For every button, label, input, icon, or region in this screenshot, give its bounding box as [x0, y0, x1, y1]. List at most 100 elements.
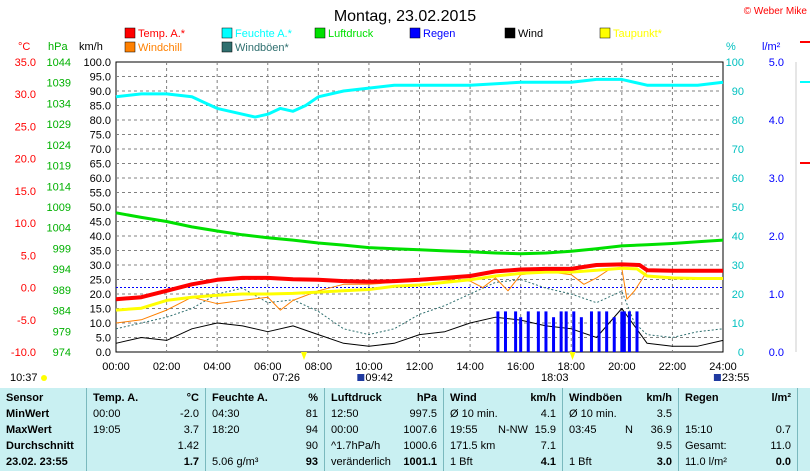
rain-bar	[635, 311, 639, 352]
wind-tick-label: 90.0	[90, 86, 111, 98]
chart-title: Montag, 23.02.2015	[334, 8, 476, 25]
humidity-tick-label: 30	[732, 260, 744, 272]
humidity-min-time: 04:30	[212, 408, 240, 420]
rain-bar	[605, 311, 609, 352]
gust-min-note: Ø 10 min.	[569, 408, 617, 420]
daylength-label: 10:37	[10, 372, 38, 384]
rain-bar	[589, 311, 593, 352]
temp-tick-label: 5.0	[21, 250, 36, 262]
wind-tick-label: 80.0	[90, 115, 111, 127]
pressure-max-value: 1007.6	[403, 424, 437, 436]
sunset-label: 18:03	[541, 372, 569, 384]
legend: Temp. A.* Feuchte A.* Luftdruck Regen Wind Ta…	[124, 27, 663, 54]
legend-label: Wind	[518, 28, 543, 40]
time-tick-label: 06:00	[254, 361, 282, 373]
humidity-min-value: 81	[305, 408, 318, 420]
temp-max-value: 3.7	[183, 424, 199, 436]
gust-beaufort-note: 1 Bft	[569, 456, 592, 468]
rain-current-value: 0.0	[775, 456, 791, 468]
rain-bar	[622, 311, 626, 352]
wind-tick-label: 0.0	[96, 347, 111, 359]
humidity-max-value: 94	[305, 424, 318, 436]
wind-beaufort-note: 1 Bft	[450, 456, 473, 468]
time-tick-label: 08:00	[305, 361, 333, 373]
temp-unit-label: °C	[18, 41, 30, 53]
pressure-tick-label: 1034	[47, 98, 71, 110]
legend-label: Temp. A.*	[138, 28, 186, 40]
temp-current-value: 1.7	[183, 456, 199, 468]
rain-total-note: 11.0 l/m²	[685, 456, 727, 468]
grid	[116, 62, 723, 352]
sunrise-label: 07:26	[272, 372, 300, 384]
series-line-feuchtea	[115, 77, 724, 119]
wind-tick-label: 55.0	[90, 188, 111, 200]
series-line-tempa	[115, 262, 723, 302]
sensor-row-max: MaxWert	[6, 424, 52, 436]
wind-tick-label: 60.0	[90, 173, 111, 185]
pressure-tick-label: 1009	[47, 202, 71, 214]
time-tick-label: 20:00	[608, 361, 636, 373]
rain-bar	[612, 317, 616, 352]
axis-unit-labels: °C hPa km/h % l/m²	[18, 41, 781, 53]
pressure-tick-label: 1004	[47, 223, 71, 235]
wind-max-direction: N-NW	[498, 424, 528, 436]
wind-min-note: Ø 10 min.	[450, 408, 498, 420]
rain-bar	[544, 311, 548, 352]
humidity-tick-label: 10	[732, 318, 744, 330]
wind-tick-label: 70.0	[90, 144, 111, 156]
rain-tick-label: 3.0	[769, 173, 784, 185]
pressure-trend-note: ^1.7hPa/h	[331, 440, 381, 452]
time-tick-label: 16:00	[507, 361, 535, 373]
rain-bar	[572, 311, 576, 352]
temp-tick-label: -5.0	[17, 315, 36, 327]
pressure-tick-label: 1024	[47, 140, 71, 152]
rain-unit: l/m²	[771, 392, 791, 404]
humidity-tick-label: 80	[732, 115, 744, 127]
temp-tick-label: 0.0	[21, 283, 36, 295]
table-col-humidity: Feuchte A.% 04:30 81 18:20 94 90 5.06 g/m³…	[206, 388, 324, 471]
legend-label: Taupunkt*	[613, 28, 663, 40]
rain-bar	[627, 311, 631, 352]
moonrise-icon	[357, 374, 365, 381]
wind-tick-label: 35.0	[90, 246, 111, 258]
humidity-header: Feuchte A.	[212, 392, 268, 404]
rain-bar	[620, 311, 624, 352]
humidity-current-value: 93	[305, 456, 318, 468]
series-layer	[115, 77, 724, 352]
rain-bar	[536, 311, 540, 352]
pressure-unit: hPa	[416, 392, 437, 404]
time-tick-label: 22:00	[659, 361, 687, 373]
rain-bar	[526, 311, 530, 352]
sensor-row-min: MinWert	[6, 408, 50, 420]
time-tick-label: 00:00	[102, 361, 130, 373]
pressure-forecast-note: veränderlich	[331, 456, 391, 468]
legend-swatch	[124, 41, 136, 53]
rain-bar	[503, 311, 507, 352]
pressure-tick-label: 1029	[47, 119, 71, 131]
humidity-tick-label: 60	[732, 173, 744, 185]
sunrise-icon	[301, 352, 308, 360]
temp-tick-label: 30.0	[15, 89, 36, 101]
pressure-tick-label: 974	[53, 347, 71, 359]
time-tick-label: 02:00	[153, 361, 181, 373]
wind-tick-label: 20.0	[90, 289, 111, 301]
gust-header: Windböen	[569, 392, 623, 404]
pressure-tick-label: 984	[53, 306, 71, 318]
rain-tick-label: 4.0	[769, 115, 784, 127]
humidity-tick-label: 70	[732, 144, 744, 156]
temp-tick-label: 10.0	[15, 218, 36, 230]
temp-min-time: 00:00	[93, 408, 121, 420]
rain-tick-label: 1.0	[769, 289, 784, 301]
legend-swatch	[409, 27, 421, 39]
legend-label: Regen	[423, 28, 455, 40]
rain-tick-label: 5.0	[769, 57, 784, 69]
humidity-tick-label: 40	[732, 231, 744, 243]
gust-min-value: 3.5	[656, 408, 672, 420]
temp-header: Temp. A.	[93, 392, 139, 404]
right-edge-fragment	[795, 41, 810, 352]
wind-unit: km/h	[530, 392, 556, 404]
data-table: Sensor MinWert MaxWert Durchschnitt 23.0…	[0, 388, 810, 471]
temp-tick-label: 35.0	[15, 57, 36, 69]
humidity-tick-label: 0	[738, 347, 744, 359]
table-col-pressure: Luftdruck hPa 12:50 997.5 00:00 1007.6 ^1.7…	[325, 388, 443, 471]
